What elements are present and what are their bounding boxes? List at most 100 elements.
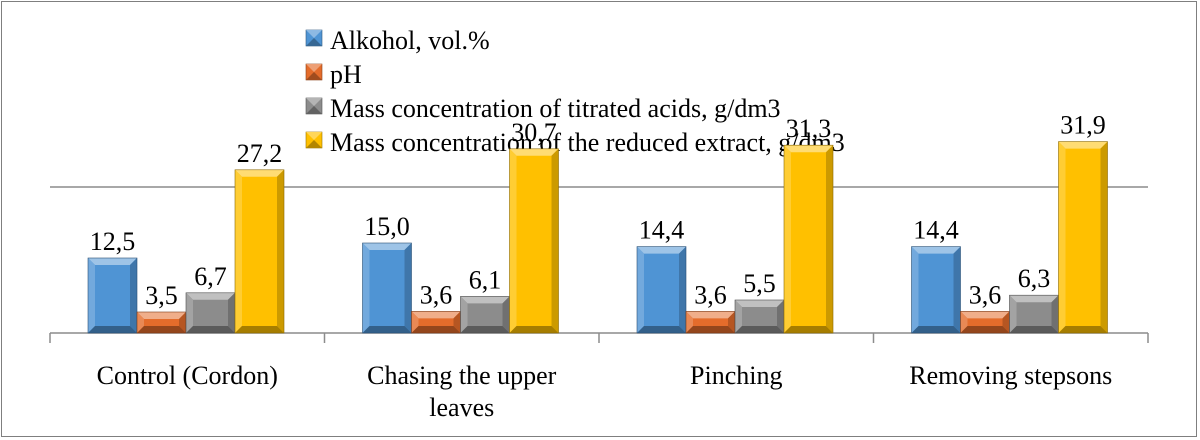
- bar-bevel-top: [137, 312, 186, 319]
- data-label: 30,7: [511, 118, 557, 147]
- bar-bevel-left: [686, 311, 693, 333]
- bar-bevel-top: [1058, 141, 1108, 149]
- data-label: 3,6: [969, 280, 1002, 309]
- legend-label: pH: [330, 60, 362, 89]
- category-label-line: Control (Cordon): [97, 361, 278, 390]
- bar: [509, 148, 559, 334]
- bar-bevel-left: [509, 148, 517, 333]
- bar-bevel-left: [235, 169, 242, 333]
- bar-bevel-right: [277, 169, 284, 333]
- bar-bevel-right: [404, 243, 412, 333]
- data-label: 31,3: [786, 114, 832, 143]
- bar-bevel-bottom: [509, 326, 559, 333]
- bar: [234, 169, 285, 334]
- bar: [636, 246, 687, 334]
- bar-bevel-top: [186, 292, 235, 300]
- bar-bevel-left: [637, 246, 644, 333]
- legend-swatch-bevel: [306, 64, 322, 72]
- bar-bevel-right: [826, 145, 833, 333]
- bar-bevel-bottom: [735, 326, 784, 333]
- bar-bevel-bottom: [362, 326, 412, 333]
- legend-label: Mass concentration of titrated acids, g/…: [330, 94, 781, 123]
- category-label-line: Removing stepsons: [909, 361, 1112, 390]
- bar-outline: [636, 246, 687, 334]
- legend-label: Mass concentration of the reduced extrac…: [330, 128, 845, 157]
- bar-bevel-bottom: [1009, 326, 1059, 333]
- bar-bevel-bottom: [784, 326, 833, 333]
- bar-outline: [783, 144, 834, 334]
- data-label: 15,0: [364, 212, 410, 241]
- data-label: 27,2: [237, 139, 283, 168]
- bar-bevel-bottom: [460, 326, 510, 333]
- bar-bevel-right: [228, 292, 235, 333]
- bar-bevel-bottom: [88, 326, 137, 333]
- bar-bevel-right: [728, 311, 735, 333]
- bar-bevel-right: [1100, 141, 1108, 333]
- category-label-line: Chasing the upper: [367, 361, 557, 390]
- bar-bevel-left: [362, 243, 370, 333]
- data-label: 6,1: [469, 265, 502, 294]
- bar: [783, 144, 834, 334]
- bar-bevel-left: [186, 292, 193, 333]
- category-label: Chasing the upper leaves: [367, 361, 557, 422]
- bar-bevel-left: [88, 258, 95, 333]
- bar-bevel-left: [1009, 295, 1017, 333]
- bar-bevel-left: [460, 296, 468, 333]
- legend-item: Mass concentration of titrated acids, g/…: [305, 94, 781, 123]
- bar: [87, 257, 138, 334]
- bar-bevel-top: [960, 311, 1010, 319]
- legend-swatch-bevel: [306, 98, 322, 106]
- bar-bevel-bottom: [137, 326, 186, 333]
- category-label-line: Pinching: [690, 361, 782, 390]
- bar-bevel-right: [777, 300, 784, 333]
- bar-body: [1058, 141, 1108, 333]
- bar: [911, 246, 961, 334]
- bar-bevel-top: [735, 300, 784, 307]
- bar-bevel-top: [686, 311, 735, 319]
- bar-bevel-bottom: [960, 326, 1010, 333]
- bar-body: [88, 258, 137, 333]
- data-label: 3,5: [145, 281, 178, 310]
- data-label: 3,6: [420, 280, 453, 309]
- category-label: Pinching: [690, 361, 782, 390]
- data-label: 12,5: [90, 227, 136, 256]
- bar: [1009, 294, 1059, 334]
- bar-bevel-top: [509, 148, 559, 156]
- bar-bevel-right: [1002, 311, 1010, 333]
- legend-item: pH: [305, 60, 362, 89]
- bar-outline: [87, 257, 138, 334]
- legend-swatch-bevel: [306, 38, 322, 46]
- bar: [411, 311, 461, 334]
- bar: [685, 311, 736, 334]
- bar-bevel-top: [460, 296, 510, 304]
- bar-body: [362, 243, 412, 333]
- bar-bevel-top: [1009, 295, 1059, 303]
- bar: [460, 296, 510, 334]
- bar-bevel-right: [453, 311, 461, 333]
- bar-bevel-bottom: [186, 326, 235, 333]
- legend-swatch-bevel: [306, 132, 322, 140]
- category-label: Removing stepsons: [909, 361, 1112, 390]
- bar-bevel-left: [735, 300, 742, 333]
- category-label: Control (Cordon): [97, 361, 278, 390]
- bar-body: [911, 246, 961, 333]
- bar-body: [509, 148, 559, 333]
- bar-bevel-top: [911, 246, 961, 254]
- category-label-line: leaves: [429, 393, 494, 422]
- bar: [1058, 141, 1108, 334]
- bar-bevel-bottom: [1058, 326, 1108, 333]
- bar-body: [784, 145, 833, 333]
- bar-body: [235, 169, 284, 333]
- bar-bevel-top: [637, 246, 686, 254]
- data-label: 6,3: [1018, 264, 1051, 293]
- bar-outline: [509, 148, 559, 334]
- bar-bevel-right: [130, 258, 137, 333]
- bar-bevel-bottom: [411, 326, 461, 333]
- bar-bevel-bottom: [911, 326, 961, 333]
- bar-bevel-right: [679, 246, 686, 333]
- bar: [136, 311, 187, 334]
- bar-bevel-top: [362, 243, 412, 250]
- bar-bevel-right: [551, 148, 559, 333]
- bar-bevel-left: [960, 311, 968, 333]
